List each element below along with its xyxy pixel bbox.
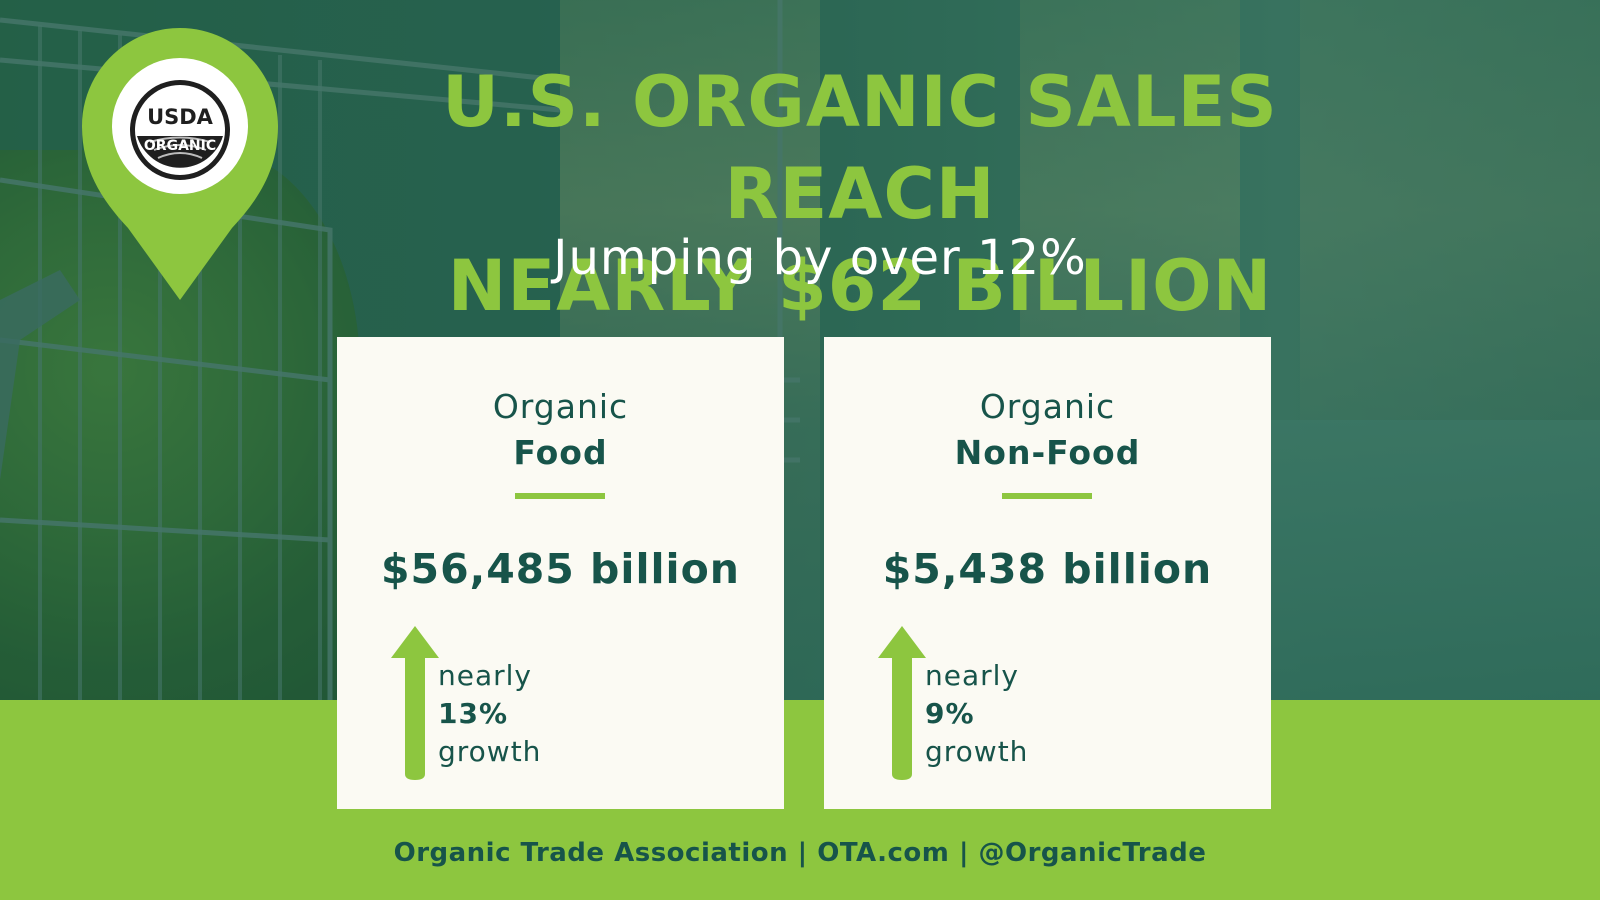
subheadline: Jumping by over 12% xyxy=(553,230,1087,286)
growth-text: nearly 13% growth xyxy=(438,657,541,771)
sales-amount: $56,485 billion xyxy=(381,545,740,593)
usda-text: USDA xyxy=(147,105,214,129)
usda-organic-seal-icon: USDA ORGANIC xyxy=(130,80,230,180)
card-category: Non-Food xyxy=(954,433,1141,472)
growth-text: nearly 9% growth xyxy=(925,657,1028,771)
divider xyxy=(1002,493,1092,499)
sales-amount: $5,438 billion xyxy=(882,545,1213,593)
card-label: Organic xyxy=(492,387,629,426)
footer-credits: Organic Trade Association | OTA.com | @O… xyxy=(393,838,1207,868)
growth-percent: 13% xyxy=(438,697,509,730)
up-arrow-icon xyxy=(391,626,439,780)
aisle-floor xyxy=(1250,420,1600,700)
organic-non-food-card: Organic Non-Food $5,438 billion nearly 9… xyxy=(824,337,1271,809)
background-photo xyxy=(0,0,1600,700)
main-headline: U.S. ORGANIC SALES REACH NEARLY $62 BILL… xyxy=(300,56,1420,332)
organic-food-card: Organic Food $56,485 billion nearly 13% … xyxy=(337,337,784,809)
divider xyxy=(515,493,605,499)
organic-text: ORGANIC xyxy=(144,138,216,154)
growth-percent: 9% xyxy=(925,697,975,730)
growth-prefix: nearly xyxy=(438,659,532,692)
growth-suffix: growth xyxy=(925,735,1029,768)
growth-suffix: growth xyxy=(438,735,542,768)
bottom-green-band xyxy=(0,700,1600,900)
headline-line-1: U.S. ORGANIC SALES REACH xyxy=(442,61,1278,235)
growth-prefix: nearly xyxy=(925,659,1019,692)
up-arrow-icon xyxy=(878,626,926,780)
card-category: Food xyxy=(513,433,608,472)
headline-line-2: NEARLY $62 BILLION xyxy=(447,245,1273,327)
card-label: Organic xyxy=(979,387,1116,426)
